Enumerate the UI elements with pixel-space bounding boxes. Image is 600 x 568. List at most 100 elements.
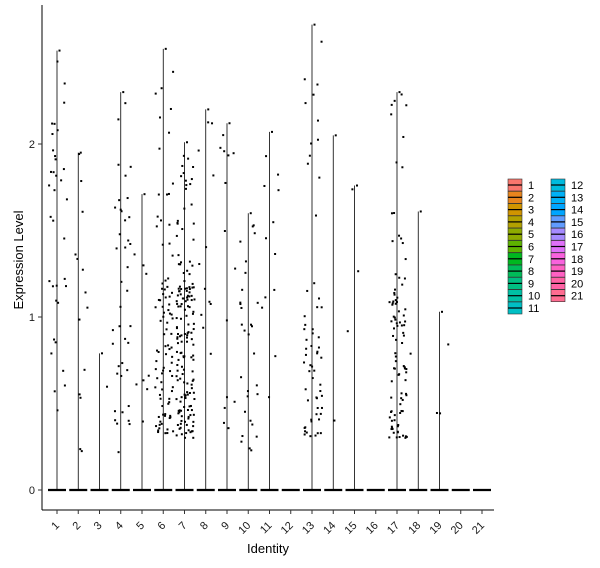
data-point — [405, 394, 408, 397]
data-point — [179, 317, 182, 320]
y-tick-label: 0 — [29, 485, 35, 497]
data-point — [171, 182, 174, 185]
data-point — [404, 435, 407, 438]
data-point — [401, 242, 404, 245]
x-tick-label: 19 — [427, 520, 444, 537]
data-point — [126, 369, 129, 372]
data-point — [106, 385, 109, 388]
legend-label: 15 — [571, 217, 583, 229]
data-point — [186, 382, 189, 385]
data-point — [320, 394, 323, 397]
data-point — [175, 434, 178, 437]
data-point — [167, 309, 170, 312]
data-point — [249, 419, 252, 422]
data-point — [186, 141, 188, 144]
data-point — [155, 425, 158, 428]
data-point — [80, 450, 83, 453]
data-point — [240, 440, 243, 443]
data-point — [193, 398, 196, 401]
data-point — [135, 383, 138, 386]
data-point — [396, 425, 399, 428]
data-point — [184, 300, 187, 303]
legend-label: 9 — [528, 278, 534, 290]
data-point — [188, 295, 191, 298]
data-point — [190, 383, 193, 386]
data-point — [186, 391, 189, 394]
data-point — [177, 412, 180, 415]
data-point — [53, 189, 56, 192]
data-point — [168, 303, 171, 306]
data-point — [156, 215, 159, 218]
legend-label: 14 — [571, 205, 583, 217]
data-point — [168, 348, 171, 351]
data-point — [388, 436, 391, 439]
data-point — [189, 183, 192, 186]
legend-item-18: 18 — [550, 252, 583, 266]
data-point — [154, 92, 157, 95]
data-point — [51, 285, 54, 288]
data-point — [224, 181, 227, 184]
data-point — [395, 161, 398, 164]
data-point — [176, 337, 179, 340]
data-point — [402, 331, 405, 334]
data-point — [158, 427, 161, 430]
data-point — [316, 306, 319, 309]
data-point — [176, 379, 179, 382]
data-point — [186, 294, 189, 297]
data-point — [127, 419, 130, 422]
data-point — [159, 299, 162, 302]
data-point — [394, 318, 397, 321]
data-point — [303, 433, 306, 436]
data-point — [157, 431, 160, 434]
legend-label: 12 — [571, 180, 583, 192]
data-point — [188, 273, 191, 276]
data-point — [166, 432, 169, 435]
data-point — [246, 395, 249, 398]
data-point — [212, 174, 215, 177]
data-point — [185, 184, 188, 187]
data-point — [147, 374, 150, 377]
data-point — [334, 134, 337, 137]
data-point — [268, 396, 271, 399]
data-point — [419, 210, 422, 213]
data-point — [157, 415, 160, 418]
data-point — [176, 221, 179, 224]
violin-group-7 — [175, 141, 196, 492]
data-point — [435, 411, 438, 414]
data-point — [346, 330, 349, 333]
data-point — [183, 308, 186, 311]
data-point — [84, 291, 87, 294]
data-point — [192, 391, 195, 394]
data-point — [160, 87, 163, 90]
data-point — [241, 435, 244, 438]
data-point — [114, 419, 117, 422]
data-point — [263, 184, 266, 187]
data-point — [181, 373, 184, 376]
data-point — [166, 285, 169, 288]
data-point — [394, 355, 397, 358]
data-point — [53, 338, 56, 341]
data-point — [192, 165, 195, 168]
data-point — [156, 349, 159, 352]
data-point — [318, 418, 321, 421]
data-point — [52, 219, 55, 222]
data-point — [198, 263, 201, 266]
data-point — [399, 403, 402, 406]
data-point — [203, 287, 206, 290]
data-point — [51, 133, 54, 136]
data-point — [395, 301, 398, 304]
data-point — [121, 411, 124, 414]
data-point — [398, 321, 401, 324]
x-tick-label: 8 — [198, 520, 211, 533]
data-point — [209, 352, 212, 355]
data-point — [171, 374, 174, 377]
data-point — [356, 184, 358, 187]
data-point — [180, 303, 183, 306]
data-point — [63, 82, 66, 85]
data-point — [117, 118, 120, 121]
data-point — [202, 326, 205, 329]
data-point — [120, 374, 123, 377]
data-point — [177, 263, 180, 266]
data-point — [178, 335, 181, 338]
legend-item-10: 10 — [507, 289, 540, 303]
